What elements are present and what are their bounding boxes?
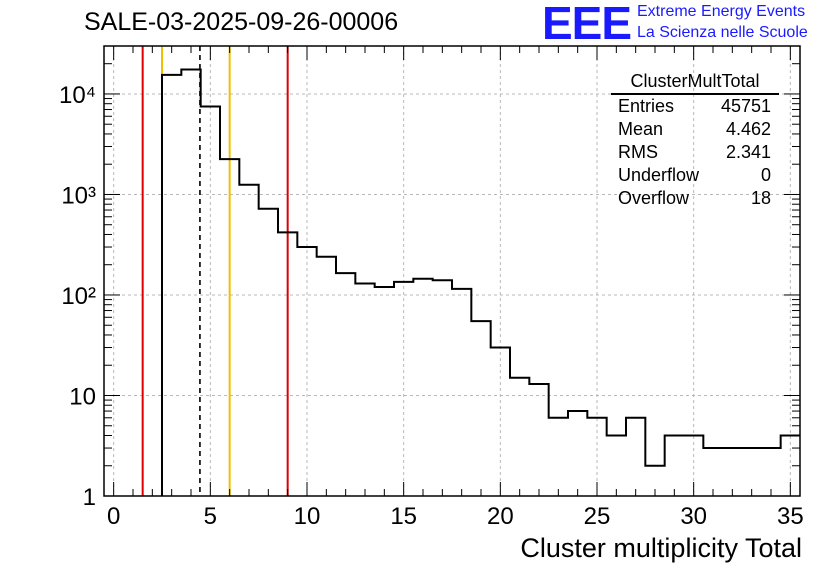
stats-row-mean: Mean 4.462	[611, 118, 779, 141]
stats-value: 4.462	[725, 119, 771, 139]
x-tick-label: 20	[487, 503, 514, 530]
stats-row-underflow: Underflow 0	[611, 164, 779, 187]
stats-label: Entries	[618, 96, 675, 116]
stats-label: Mean	[618, 119, 664, 139]
histogram-bin	[394, 282, 413, 496]
histogram-bin	[607, 435, 626, 496]
histogram-line	[161, 68, 800, 496]
logo-text-line1: Extreme Energy Events	[637, 3, 806, 20]
y-tick-label: 1	[83, 484, 96, 511]
histogram-bin	[162, 75, 181, 496]
stats-box: ClusterMultTotal Entries 45751 Mean 4.46…	[611, 70, 779, 210]
y-tick-label: 10³	[61, 182, 96, 209]
histogram-bin	[355, 284, 374, 496]
stats-value: 2.341	[725, 142, 771, 162]
x-axis-label: Cluster multiplicity Total	[520, 533, 802, 563]
histogram-bin	[626, 418, 645, 496]
x-tick-label: 30	[680, 503, 707, 530]
x-tick-label: 10	[294, 503, 321, 530]
histogram-bin	[278, 232, 297, 496]
stats-row-overflow: Overflow 18	[611, 187, 779, 210]
histogram-bin	[549, 418, 568, 496]
histogram-bin	[201, 107, 220, 496]
histogram-bin	[433, 280, 452, 496]
histogram-bin	[452, 289, 471, 496]
stats-label: Overflow	[618, 188, 690, 208]
stats-label: RMS	[618, 142, 658, 162]
x-tick-label: 15	[390, 503, 417, 530]
y-tick-label: 10	[69, 383, 96, 410]
chart-title: SALE-03-2025-09-26-00006	[84, 8, 399, 36]
histogram-bin	[317, 257, 336, 496]
histogram-bin	[703, 448, 722, 496]
histogram-bin	[239, 185, 258, 496]
eee-logo: EEE	[542, 0, 632, 49]
y-tick-label: 10²	[61, 283, 96, 310]
logo-text-line2: La Scienza nelle Scuole	[637, 24, 808, 41]
histogram-bin	[413, 279, 432, 496]
histogram-bin	[375, 287, 394, 496]
x-tick-label: 0	[107, 503, 120, 530]
x-tick-label: 5	[204, 503, 217, 530]
histogram-bin	[742, 448, 761, 496]
histogram-bin	[259, 209, 278, 496]
stats-value: 45751	[720, 96, 771, 116]
stats-row-rms: RMS 2.341	[611, 141, 779, 164]
histogram-bin	[471, 321, 490, 496]
y-tick-label: 10⁴	[59, 82, 96, 109]
histogram-bin	[529, 384, 548, 496]
histogram-bin	[510, 378, 529, 496]
histogram-bin	[665, 435, 684, 496]
histogram-bin	[336, 273, 355, 496]
x-tick-label: 35	[777, 503, 804, 530]
stats-row-entries: Entries 45751	[611, 95, 779, 118]
stats-value: 18	[750, 188, 771, 208]
histogram-bin	[761, 448, 780, 496]
histogram-bin	[723, 448, 742, 496]
histogram-bin	[568, 411, 587, 496]
x-tick-label: 25	[584, 503, 611, 530]
stats-label: Underflow	[618, 165, 700, 185]
histogram-bin	[491, 348, 510, 496]
stats-value: 0	[760, 165, 771, 185]
plot-frame	[103, 45, 801, 497]
histogram-bin	[297, 247, 316, 496]
histogram-bin	[220, 159, 239, 496]
stats-title: ClusterMultTotal	[611, 70, 779, 95]
histogram-bin	[181, 70, 200, 496]
